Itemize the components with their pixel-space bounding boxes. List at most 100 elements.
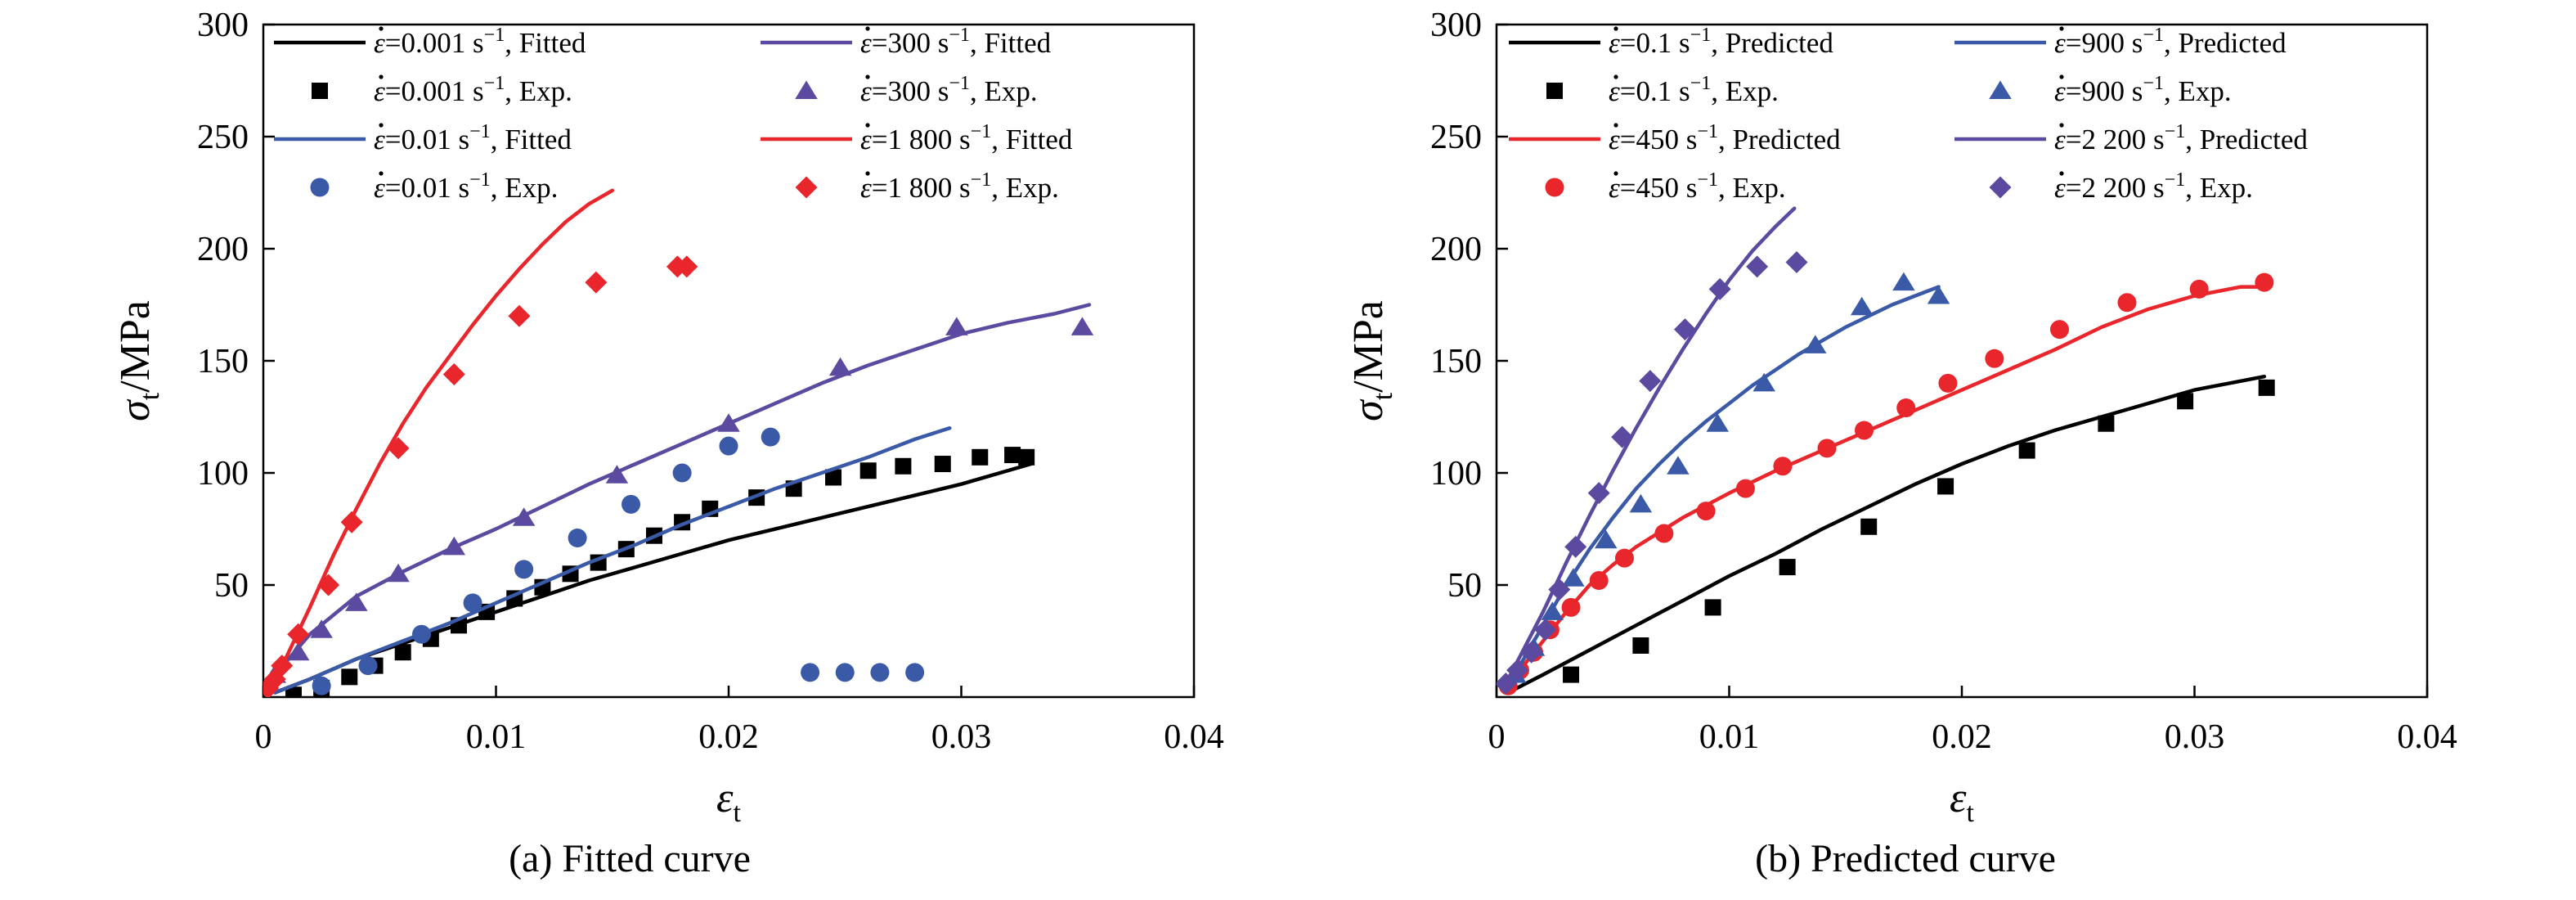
- x-tick-label: 0.02: [1932, 718, 1992, 756]
- legend-marker-swatch: [795, 176, 818, 199]
- x-tick-label: 0.03: [931, 718, 992, 756]
- data-point: [1667, 456, 1690, 475]
- legend-label-3: ε=0.01 s−1, Exp.: [374, 169, 558, 204]
- x-tick-label: 0.01: [466, 718, 527, 756]
- data-point: [828, 357, 852, 376]
- data-point: [1632, 637, 1649, 654]
- legend-label-7: ε=2 200 s−1, Exp.: [2054, 169, 2253, 204]
- data-point: [1985, 349, 2004, 368]
- data-point: [1779, 559, 1796, 576]
- y-tick-label: 100: [197, 455, 249, 493]
- data-point: [1673, 318, 1696, 341]
- data-point: [317, 574, 340, 596]
- data-point: [1654, 524, 1674, 543]
- data-point: [340, 511, 363, 533]
- panel-caption: (b) Predicted curve: [1755, 837, 2056, 880]
- legend-dot-accent: [2059, 26, 2064, 31]
- y-tick-label: 300: [1430, 7, 1482, 44]
- data-point: [1937, 478, 1954, 495]
- data-point: [1587, 482, 1610, 505]
- legend-dot-accent: [2059, 74, 2064, 79]
- x-axis-label: εt: [716, 775, 742, 828]
- data-point: [1534, 619, 1557, 641]
- data-point: [442, 362, 465, 385]
- legend-label-0: ε=0.1 s−1, Predicted: [1609, 25, 1833, 59]
- data-point: [310, 619, 333, 638]
- data-point: [2049, 320, 2069, 340]
- legend-marker-swatch: [795, 80, 818, 99]
- y-tick-label: 50: [214, 567, 249, 605]
- data-point: [463, 593, 482, 613]
- x-tick-label: 0: [255, 718, 272, 756]
- x-tick-label: 0.04: [2397, 718, 2457, 756]
- data-point: [508, 304, 531, 327]
- legend-dot-accent: [1613, 171, 1618, 176]
- legend-label-4: ε=300 s−1, Fitted: [860, 25, 1052, 59]
- data-point: [2018, 442, 2035, 459]
- data-point: [568, 528, 587, 547]
- data-point: [585, 271, 608, 294]
- data-point: [1785, 250, 1808, 273]
- data-point: [835, 663, 855, 682]
- data-point: [271, 655, 294, 677]
- data-point: [1561, 597, 1581, 617]
- y-axis-label: σt/MPa: [112, 300, 165, 421]
- legend-dot-accent: [2059, 123, 2064, 128]
- legend-dot-accent: [1613, 26, 1618, 31]
- legend-marker-swatch: [1546, 83, 1563, 99]
- legend-label-1: ε=0.001 s−1, Exp.: [374, 73, 572, 107]
- y-tick-label: 200: [1430, 231, 1482, 268]
- data-point: [622, 494, 641, 514]
- legend-label-4: ε=900 s−1, Predicted: [2054, 25, 2287, 59]
- legend-label-5: ε=300 s−1, Exp.: [860, 73, 1038, 107]
- series-line-4: [272, 303, 1092, 677]
- legend-label-5: ε=900 s−1, Exp.: [2054, 73, 2232, 107]
- y-tick-label: 150: [1430, 343, 1482, 380]
- data-point: [312, 676, 331, 695]
- data-point: [1804, 335, 1827, 353]
- series-line-0: [1506, 374, 2267, 695]
- legend-marker-swatch: [312, 83, 328, 99]
- y-tick-label: 100: [1430, 455, 1482, 493]
- legend-dot-accent: [379, 123, 384, 128]
- legend-dot-accent: [865, 171, 870, 176]
- legend-dot-accent: [1613, 123, 1618, 128]
- panel-a: 0 0.01 0.02 0.03 0.04 50 100 150 200 250 300 εt σt/M…: [112, 7, 1224, 880]
- panel-b: 0 0.01 0.02 0.03 0.04 50 100 150 200 250 300 εt σt/M…: [1345, 7, 2457, 880]
- x-tick-label: 0.01: [1699, 718, 1760, 756]
- legend-marker-swatch: [1989, 80, 2012, 99]
- data-point: [972, 448, 989, 466]
- data-point: [1589, 571, 1609, 591]
- x-tick-label: 0.04: [1164, 718, 1224, 756]
- plot-area: [1497, 206, 2275, 695]
- legend-label-6: ε=2 200 s−1, Predicted: [2054, 121, 2308, 155]
- data-point: [1708, 277, 1731, 300]
- data-point: [1860, 518, 1878, 535]
- data-point: [1562, 568, 1585, 587]
- data-point: [870, 663, 890, 682]
- data-point: [1892, 272, 1915, 291]
- data-point: [1548, 578, 1571, 601]
- data-point: [1752, 372, 1775, 392]
- x-tick-label: 0: [1488, 718, 1506, 756]
- y-tick-label: 50: [1447, 567, 1482, 605]
- legend-label-6: ε=1 800 s−1, Fitted: [860, 121, 1073, 155]
- x-axis-label: εt: [1950, 775, 1975, 828]
- data-point: [801, 663, 820, 682]
- data-point: [605, 465, 629, 484]
- data-point: [717, 413, 740, 432]
- y-tick-label: 250: [1430, 119, 1482, 156]
- data-point: [761, 427, 780, 447]
- data-point: [672, 463, 692, 483]
- data-point: [387, 563, 410, 583]
- data-point: [1563, 666, 1580, 683]
- legend-marker-swatch: [1989, 176, 2012, 199]
- legend-dot-accent: [865, 123, 870, 128]
- series-line-6: [1501, 206, 1797, 691]
- data-point: [1938, 373, 1958, 393]
- legend-dot-accent: [379, 171, 384, 176]
- legend-label-1: ε=0.1 s−1, Exp.: [1609, 73, 1779, 107]
- data-point: [1746, 255, 1769, 278]
- data-point: [358, 656, 378, 676]
